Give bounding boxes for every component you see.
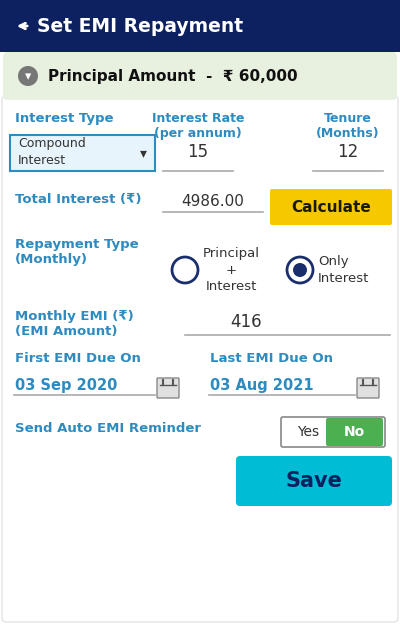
FancyBboxPatch shape [270,189,392,225]
Text: ▾: ▾ [25,70,31,83]
Text: Interest Type: Interest Type [15,112,114,125]
Circle shape [293,263,307,277]
Text: Compound
Interest: Compound Interest [18,137,86,166]
FancyBboxPatch shape [0,0,400,52]
FancyBboxPatch shape [236,456,392,506]
FancyBboxPatch shape [357,378,379,398]
Text: No: No [343,425,365,439]
Text: Tenure
(Months): Tenure (Months) [316,112,380,140]
Text: ▾: ▾ [140,146,146,160]
Circle shape [287,257,313,283]
Text: Yes: Yes [297,425,319,439]
Text: 15: 15 [188,143,208,161]
Text: 03 Aug 2021: 03 Aug 2021 [210,378,314,393]
Circle shape [172,257,198,283]
Text: Repayment Type
(Monthly): Repayment Type (Monthly) [15,238,139,266]
FancyBboxPatch shape [157,378,179,398]
FancyBboxPatch shape [326,418,383,446]
FancyBboxPatch shape [2,96,398,622]
FancyBboxPatch shape [10,135,155,171]
Text: Principal Amount  -  ₹ 60,000: Principal Amount - ₹ 60,000 [48,69,298,84]
Circle shape [18,66,38,86]
Text: 12: 12 [337,143,359,161]
Text: Interest Rate
(per annum): Interest Rate (per annum) [152,112,244,140]
Text: Set EMI Repayment: Set EMI Repayment [37,16,243,35]
Text: Send Auto EMI Reminder: Send Auto EMI Reminder [15,422,201,435]
Text: Only
Interest: Only Interest [318,256,369,285]
Text: Last EMI Due On: Last EMI Due On [210,352,333,365]
Text: Calculate: Calculate [291,200,371,214]
Text: 416: 416 [230,313,262,331]
FancyBboxPatch shape [3,52,397,100]
Text: Total Interest (₹): Total Interest (₹) [15,193,142,206]
Text: Monthly EMI (₹)
(EMI Amount): Monthly EMI (₹) (EMI Amount) [15,310,134,338]
Text: 03 Sep 2020: 03 Sep 2020 [15,378,117,393]
Text: Principal
+
Interest: Principal + Interest [203,248,260,292]
Text: 4986.00: 4986.00 [182,195,244,210]
FancyBboxPatch shape [281,417,385,447]
Text: First EMI Due On: First EMI Due On [15,352,141,365]
Text: Save: Save [286,471,342,491]
